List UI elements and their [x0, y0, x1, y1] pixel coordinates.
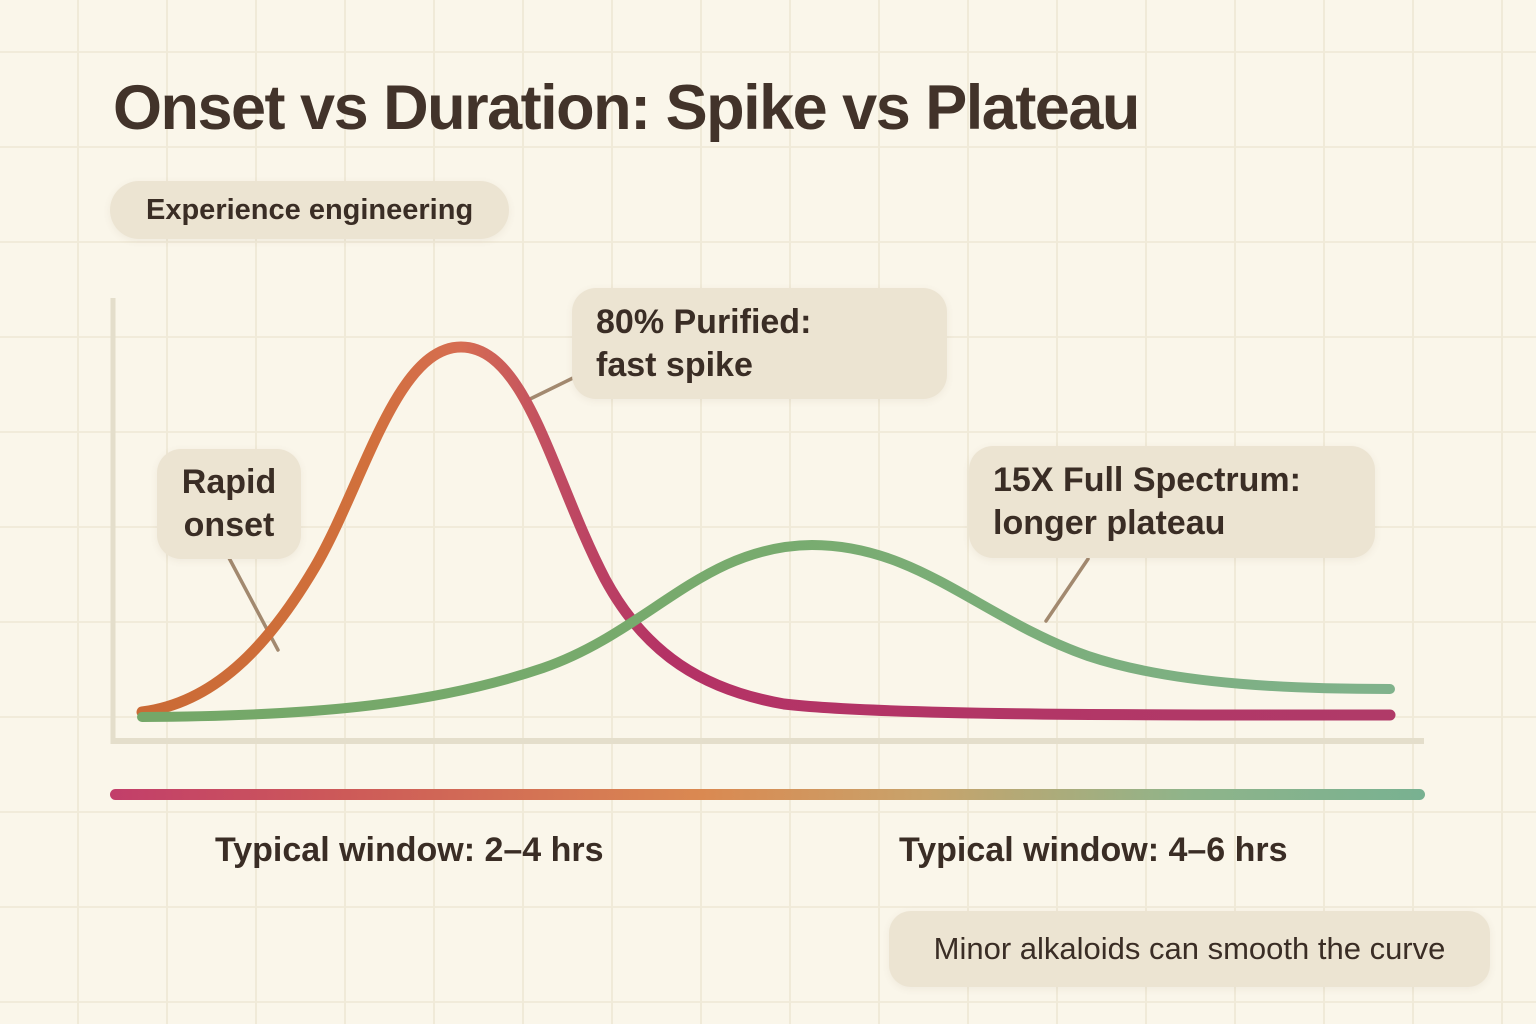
- spike-curve: [136, 341, 1396, 721]
- full-spectrum-pointer-line: [1044, 557, 1090, 623]
- purified-pointer-line: [526, 376, 575, 402]
- footnote-label: Minor alkaloids can smooth the curve: [933, 931, 1446, 966]
- page-title: Onset vs Duration: Spike vs Plateau: [113, 73, 1140, 143]
- rapid-onset-line1: Rapid: [181, 463, 277, 501]
- category-badge-label: Experience engineering: [146, 193, 474, 226]
- full-spectrum-line1: 15X Full Spectrum:: [993, 461, 1301, 499]
- rapid-onset-line2: onset: [183, 506, 275, 544]
- plateau-curve: [137, 539, 1395, 722]
- purified-line1: 80% Purified:: [596, 302, 812, 341]
- typical-window-right: Typical window: 4–6 hrs: [899, 831, 1288, 869]
- footnote-pill: Minor alkaloids can smooth the curve: [889, 911, 1490, 987]
- purified-callout: 80% Purified: fast spike: [572, 288, 947, 399]
- typical-window-left: Typical window: 2–4 hrs: [215, 831, 604, 869]
- category-badge: Experience engineering: [110, 181, 510, 239]
- purified-line2: fast spike: [596, 345, 753, 384]
- timeline-gradient-bar: [110, 789, 1425, 800]
- rapid-onset-callout: Rapid onset: [157, 449, 301, 559]
- full-spectrum-callout: 15X Full Spectrum: longer plateau: [969, 446, 1375, 558]
- full-spectrum-line2: longer plateau: [993, 504, 1226, 542]
